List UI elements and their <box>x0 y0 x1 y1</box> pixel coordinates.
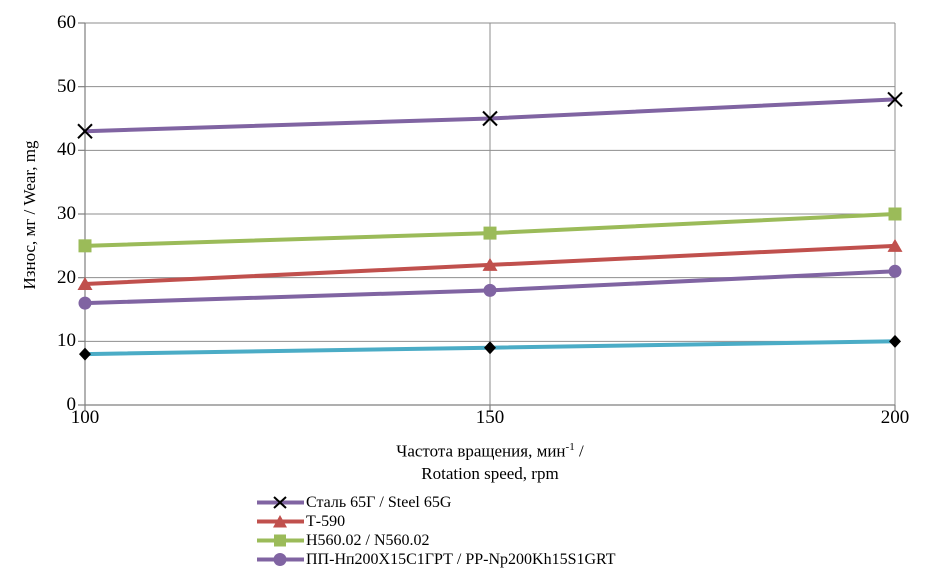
diamond-marker <box>889 334 901 348</box>
line-x-marker-icon <box>257 496 304 509</box>
legend-item-pp-np200: ПП-Нп200Х15С1ГРТ / PP-Np200Kh15S1GRT <box>257 550 616 569</box>
y-tick-label: 60 <box>57 12 76 33</box>
x-tick-label: 150 <box>475 407 505 428</box>
legend-item-t590: Т-590 <box>257 512 616 531</box>
legend: Сталь 65Г / Steel 65G Т-590 Н560.02 / N5… <box>257 493 616 569</box>
circle-marker <box>78 296 92 310</box>
triangle-marker <box>77 277 93 291</box>
line-circle-marker-icon <box>257 553 304 566</box>
y-tick-label: 50 <box>57 75 76 97</box>
square-marker <box>483 226 497 240</box>
legend-item-steel-65g: Сталь 65Г / Steel 65G <box>257 493 616 512</box>
diamond-marker <box>484 341 496 355</box>
line-square-marker-icon <box>257 534 304 547</box>
x-marker <box>482 110 498 127</box>
circle-marker <box>483 283 497 297</box>
y-tick-label: 0 <box>66 394 77 415</box>
legend-label: Н560.02 / N560.02 <box>306 531 430 549</box>
y-tick-label: 20 <box>57 266 76 288</box>
legend-label: Сталь 65Г / Steel 65G <box>306 493 452 511</box>
x-axis-title-line2: Rotation speed, rpm <box>421 463 559 483</box>
triangle-marker <box>887 238 903 252</box>
y-axis-title: Износ, мг / Wear, mg <box>20 140 39 290</box>
legend-label: ПП-Нп200Х15С1ГРТ / PP-Np200Kh15S1GRT <box>306 550 616 568</box>
x-tick-label: 100 <box>70 407 100 428</box>
square-marker <box>78 239 92 253</box>
line-triangle-marker-icon <box>257 515 304 528</box>
diamond-marker <box>79 347 91 361</box>
y-tick-label: 40 <box>57 139 76 161</box>
x-marker <box>77 123 93 139</box>
x-axis-title: Частота вращения, мин-1 / Rotation speed… <box>190 436 790 485</box>
circle-marker <box>888 264 902 278</box>
x-axis-title-line1: Частота вращения, мин-1 / <box>396 441 584 461</box>
x-marker <box>887 91 903 108</box>
x-tick-label: 200 <box>880 407 910 428</box>
square-marker <box>888 207 902 221</box>
triangle-marker <box>482 257 498 271</box>
y-tick-label: 10 <box>57 330 76 352</box>
y-tick-label: 30 <box>57 203 76 224</box>
legend-item-n560: Н560.02 / N560.02 <box>257 531 616 550</box>
legend-label: Т-590 <box>306 512 346 530</box>
